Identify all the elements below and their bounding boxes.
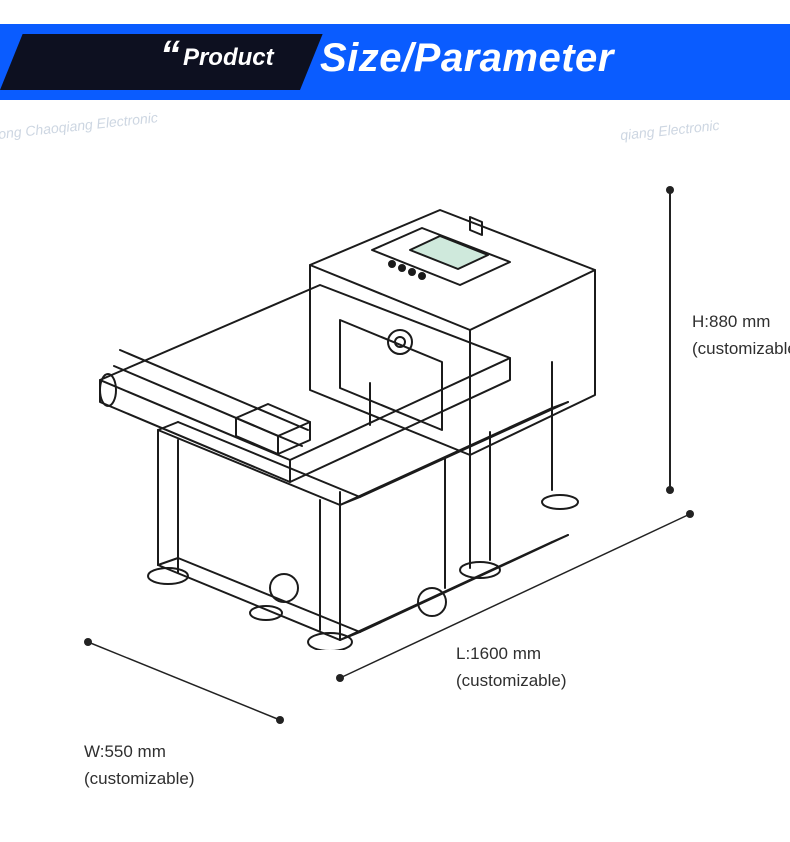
dim-dot <box>276 716 284 724</box>
watermark-text: dong Chaoqiang Electronic <box>0 109 159 142</box>
header-band: “ Product Size/Parameter <box>0 24 790 100</box>
dim-dot <box>84 638 92 646</box>
black-tab: “ Product <box>0 34 323 90</box>
dim-width-note: (customizable) <box>84 765 195 792</box>
dim-label-width: W:550 mm (customizable) <box>84 738 195 792</box>
dim-line-width-svg <box>0 150 790 830</box>
watermark-text: qiang Electronic <box>619 117 720 143</box>
quote-icon: “ <box>160 43 177 67</box>
dim-width-value: W:550 mm <box>84 738 195 765</box>
diagram-area: H:880 mm (customizable) L:1600 mm (custo… <box>0 150 790 830</box>
size-parameter-title: Size/Parameter <box>320 36 614 81</box>
product-label: Product <box>183 44 274 72</box>
